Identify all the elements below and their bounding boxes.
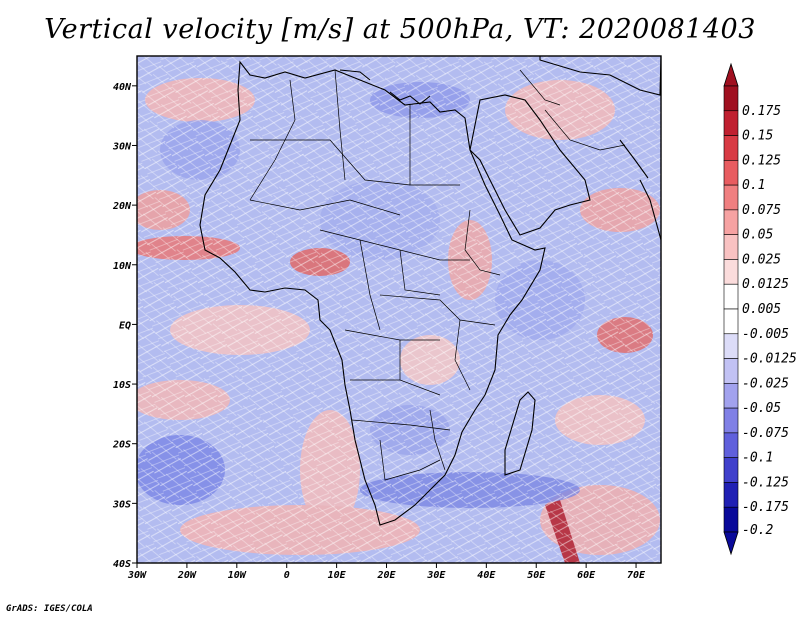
colorbar-label: 0.15 xyxy=(742,129,773,144)
colorbar-label: -0.075 xyxy=(742,426,789,441)
colorbar-label: 0.1 xyxy=(742,178,765,193)
colorbar-label: 0.175 xyxy=(742,104,781,119)
colorbar: 0.175 0.15 0.125 0.1 0.075 0.05 0.025 0.0125 0.0… xyxy=(723,62,797,556)
lat-tick-label: 40N xyxy=(113,82,132,93)
axis-ticks: 30W 20W 10W 0 10E 20E 30E 40E 50E 60E 70E 40N 30N 20N… xyxy=(112,82,646,581)
texture-streaks-2 xyxy=(137,56,661,563)
lon-tick-label: 20W xyxy=(177,570,197,581)
colorbar-swatch xyxy=(723,506,739,533)
colorbar-swatch xyxy=(723,358,739,384)
colorbar-label: -0.005 xyxy=(742,327,789,342)
colorbar-label: 0.025 xyxy=(742,252,781,267)
lat-tick-label: EQ xyxy=(119,320,131,331)
country-borders xyxy=(249,69,626,481)
colorbar-swatch xyxy=(723,160,739,186)
colorbar-swatch xyxy=(723,407,739,434)
plot-title: Vertical velocity [m/s] at 500hPa, VT: 2… xyxy=(44,14,756,45)
colorbar-swatch xyxy=(723,110,739,136)
colorbar-bottom-arrow xyxy=(723,531,739,556)
colorbar-swatch xyxy=(723,135,739,161)
colorbar-label: 0.075 xyxy=(742,203,781,218)
lat-tick-label: 30S xyxy=(112,499,131,510)
colorbar-label: -0.175 xyxy=(742,500,789,515)
credit-label: GrADS: IGES/COLA xyxy=(6,604,93,614)
lon-tick-label: 30W xyxy=(127,570,147,581)
lat-tick-label: 20N xyxy=(112,201,132,212)
colorbar-swatch xyxy=(723,308,739,335)
colorbar-label: 0.005 xyxy=(742,302,781,317)
colorbar-swatch xyxy=(723,234,739,260)
colorbar-swatch xyxy=(723,482,739,508)
colorbar-label: 0.05 xyxy=(742,228,773,243)
colorbar-label: -0.05 xyxy=(742,401,781,416)
map-field xyxy=(137,56,661,563)
lon-tick-label: 40E xyxy=(477,570,496,581)
colorbar-swatch xyxy=(723,259,739,285)
colorbar-label: 0.125 xyxy=(742,153,781,168)
lon-tick-label: 20E xyxy=(376,570,396,581)
colorbar-label: 0.0125 xyxy=(742,277,789,292)
colorbar-swatch xyxy=(723,283,739,310)
lon-tick-label: 50E xyxy=(527,570,546,581)
colorbar-label: -0.025 xyxy=(742,376,789,391)
colorbar-label: -0.1 xyxy=(742,451,773,466)
colorbar-swatch xyxy=(723,432,739,458)
lon-tick-label: 70E xyxy=(627,570,646,581)
lat-tick-label: 10S xyxy=(113,380,131,391)
colorbar-swatch xyxy=(723,85,739,112)
colorbar-swatch xyxy=(723,184,739,211)
lat-tick-label: 20S xyxy=(112,440,131,451)
colorbar-swatch xyxy=(723,333,739,359)
coastlines xyxy=(199,56,661,526)
lon-tick-label: 10W xyxy=(228,570,247,581)
lon-tick-label: 10E xyxy=(328,570,347,581)
colorbar-swatch xyxy=(723,457,739,483)
lat-tick-label: 30N xyxy=(112,141,132,152)
colorbar-label: -0.125 xyxy=(742,475,789,490)
lat-tick-label: 10N xyxy=(113,261,132,272)
colorbar-swatch xyxy=(723,209,739,235)
colorbar-top-arrow xyxy=(723,62,739,87)
lon-tick-label: 0 xyxy=(284,570,290,581)
colorbar-swatch xyxy=(723,383,739,409)
lat-tick-label: 40S xyxy=(113,559,131,570)
lon-tick-label: 60E xyxy=(577,570,596,581)
lon-tick-label: 30E xyxy=(426,570,446,581)
map-frame xyxy=(136,55,662,564)
colorbar-label: -0.0125 xyxy=(742,352,797,367)
colorbar-label: -0.2 xyxy=(742,523,773,538)
